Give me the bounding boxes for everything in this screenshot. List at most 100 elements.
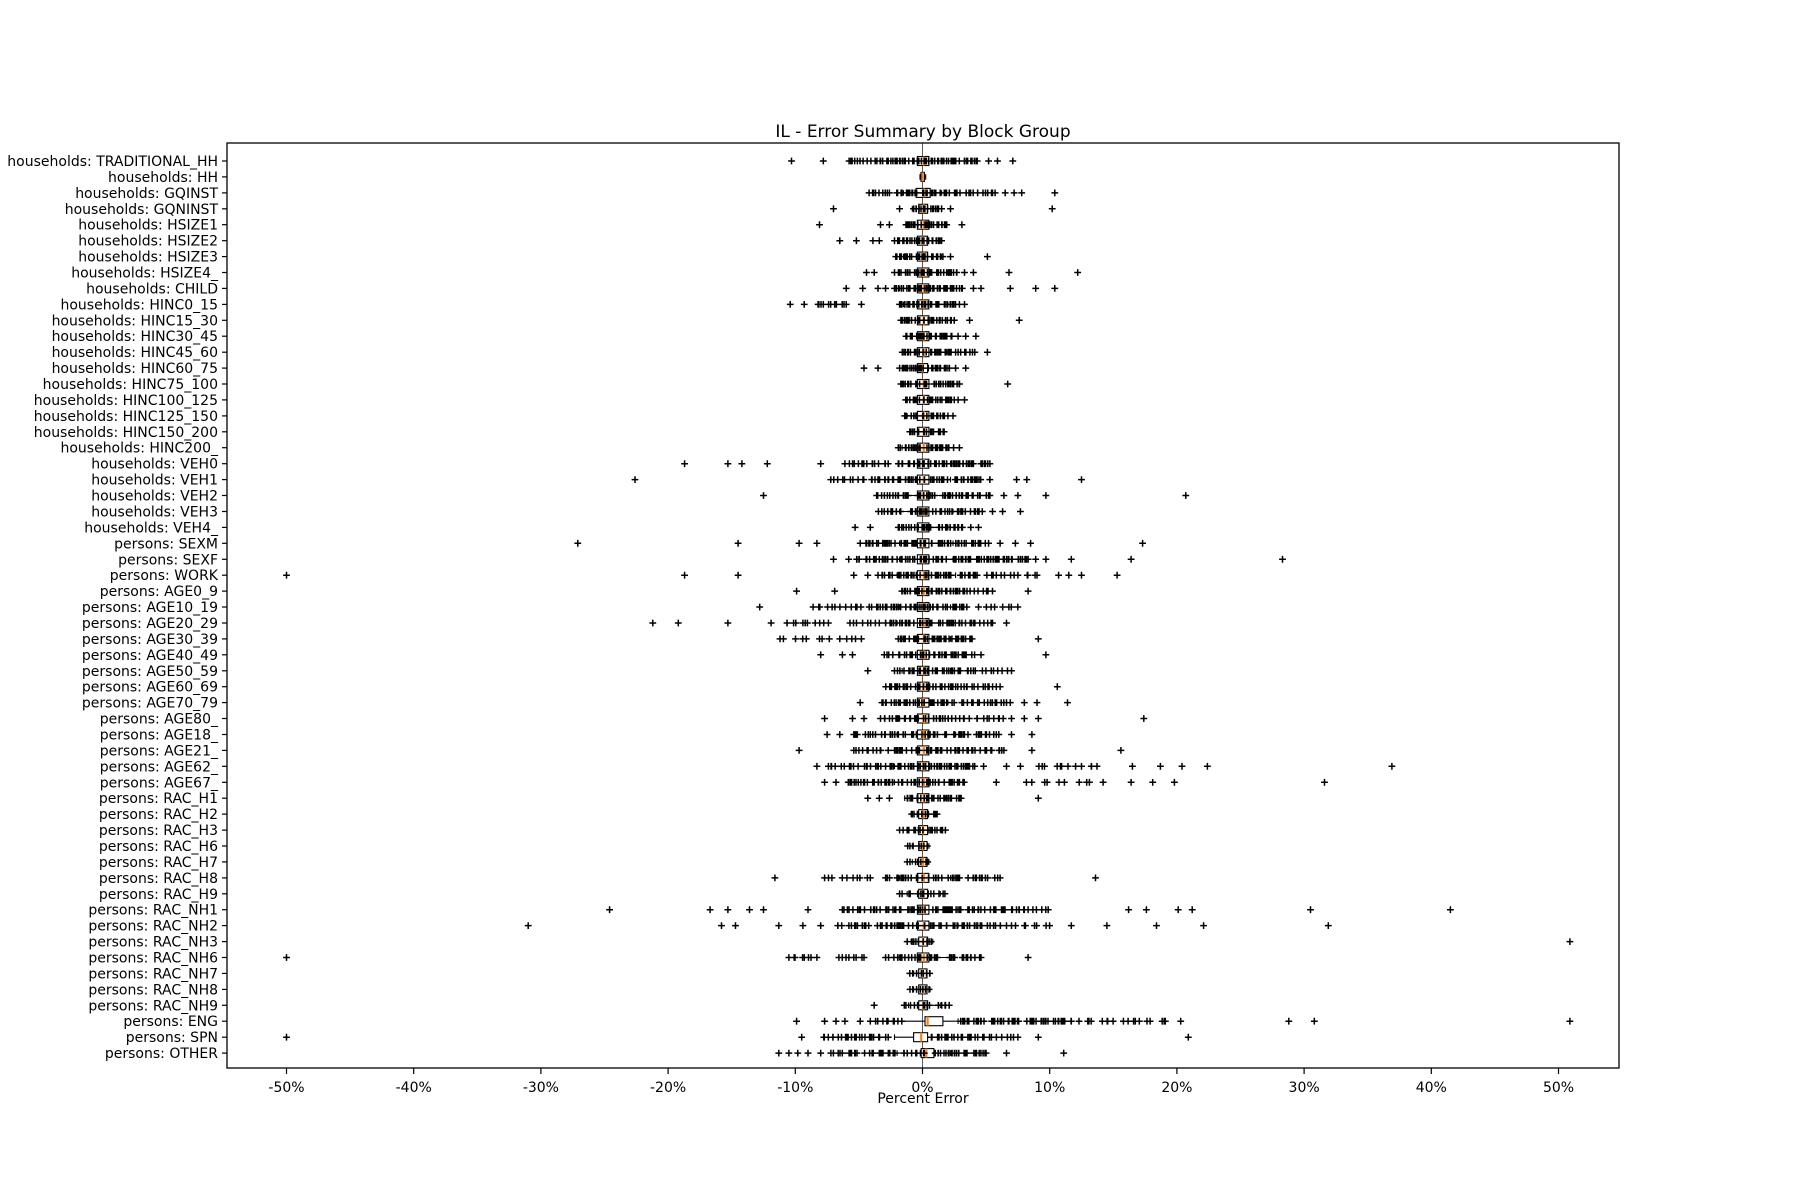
- flier-markers: [817, 651, 1050, 659]
- y-tick-label: households: VEH3: [91, 505, 218, 521]
- y-tick-label: persons: RAC_H7: [99, 855, 218, 871]
- flier-markers: [875, 508, 1024, 515]
- y-tick-label: persons: RAC_NH9: [88, 998, 218, 1014]
- flier-markers: [830, 555, 1286, 563]
- flier-markers: [793, 1017, 1574, 1025]
- flier-markers: [903, 938, 1574, 945]
- x-tick-label: -10%: [777, 1080, 813, 1096]
- flier-markers: [902, 332, 980, 340]
- whisker: [887, 1018, 959, 1024]
- y-tick-label: persons: AGE10_19: [82, 600, 218, 616]
- y-tick-label: persons: AGE21_: [100, 743, 219, 759]
- y-tick-label: persons: AGE67_: [100, 775, 219, 791]
- y-tick-label: households: CHILD: [86, 281, 218, 297]
- y-tick-label: persons: AGE20_29: [82, 616, 218, 632]
- flier-markers: [816, 221, 966, 229]
- x-tick-label: 30%: [1289, 1080, 1320, 1096]
- x-tick-label: -30%: [523, 1080, 559, 1096]
- y-tick-label: households: HINC125_150: [34, 409, 218, 425]
- y-tick-label: persons: RAC_NH1: [88, 903, 218, 919]
- y-tick-label: households: GQNINST: [65, 202, 219, 218]
- flier-markers: [681, 460, 994, 468]
- flier-markers: [842, 285, 1059, 292]
- y-tick-label: households: HINC60_75: [52, 361, 218, 377]
- flier-markers: [865, 189, 1059, 197]
- flier-markers: [906, 428, 948, 436]
- y-tick-label: households: HSIZE3: [78, 250, 218, 266]
- flier-markers: [283, 571, 1121, 579]
- flier-markers: [894, 444, 963, 452]
- y-tick-label: persons: AGE70_79: [82, 696, 218, 712]
- y-tick-label: persons: AGE50_59: [82, 664, 218, 680]
- y-tick-label: households: VEH0: [91, 457, 218, 473]
- flier-markers: [788, 157, 1017, 165]
- flier-markers: [795, 747, 1125, 754]
- x-axis-title: Percent Error: [877, 1091, 968, 1107]
- flier-markers: [776, 635, 1042, 643]
- box: [924, 1016, 944, 1027]
- y-tick-label: households: HINC150_200: [34, 425, 218, 441]
- y-tick-label: persons: ENG: [123, 1014, 218, 1030]
- y-tick-label: persons: AGE62_: [100, 759, 219, 775]
- flier-markers: [882, 683, 1061, 691]
- x-tick-label: -50%: [268, 1080, 304, 1096]
- y-tick-label: persons: SEXF: [118, 552, 218, 568]
- y-tick-label: households: HINC45_60: [52, 345, 218, 361]
- y-tick-label: households: HSIZE4_: [71, 266, 219, 282]
- chart-title: IL - Error Summary by Block Group: [775, 122, 1070, 142]
- y-tick-label: households: VEH1: [91, 473, 218, 489]
- flier-markers: [813, 762, 1396, 770]
- y-tick-label: households: HINC15_30: [52, 313, 218, 329]
- y-tick-label: persons: RAC_NH3: [88, 935, 218, 951]
- x-tick-label: 10%: [1034, 1080, 1065, 1096]
- y-tick-label: persons: OTHER: [105, 1046, 218, 1062]
- flier-markers: [823, 731, 1036, 738]
- y-tick-label: persons: SEXM: [114, 536, 218, 552]
- y-tick-label: households: HINC30_45: [52, 329, 218, 345]
- flier-markers: [898, 348, 991, 356]
- flier-markers: [760, 492, 1190, 499]
- flier-markers: [649, 619, 1010, 627]
- y-tick-label: persons: RAC_H8: [99, 871, 218, 887]
- flier-markers: [906, 986, 933, 993]
- y-tick-label: persons: AGE0_9: [100, 584, 218, 600]
- y-tick-label: households: HINC75_100: [43, 377, 218, 393]
- y-tick-label: persons: AGE30_39: [82, 632, 218, 648]
- flier-markers: [864, 794, 1042, 802]
- flier-markers: [283, 954, 1032, 961]
- y-tick-label: households: HSIZE1: [78, 218, 218, 234]
- y-tick-label: persons: RAC_H1: [99, 791, 218, 807]
- y-tick-label: persons: RAC_NH6: [88, 951, 218, 967]
- flier-markers: [870, 1001, 953, 1009]
- flier-markers: [793, 587, 1032, 595]
- y-tick-label: persons: AGE60_69: [82, 680, 218, 696]
- flier-markers: [606, 906, 1454, 914]
- flier-markers: [902, 396, 968, 404]
- y-tick-label: persons: RAC_NH2: [88, 919, 218, 935]
- y-tick-label: households: HSIZE2: [78, 234, 218, 250]
- y-tick-label: persons: RAC_NH8: [88, 982, 218, 998]
- y-tick-label: households: HINC200_: [60, 441, 219, 457]
- y-tick-label: households: VEH2: [91, 489, 218, 505]
- flier-markers: [856, 699, 1071, 706]
- y-tick-label: persons: AGE40_49: [82, 648, 218, 664]
- flier-markers: [864, 667, 1015, 675]
- y-tick-label: persons: RAC_H6: [99, 839, 218, 855]
- x-tick-label: -40%: [396, 1080, 432, 1096]
- flier-markers: [524, 922, 1332, 929]
- y-tick-label: persons: RAC_H2: [99, 807, 218, 823]
- y-tick-label: persons: AGE80_: [100, 712, 219, 728]
- x-tick-label: 0%: [911, 1080, 933, 1096]
- flier-markers: [574, 539, 1146, 547]
- x-tick-label: -20%: [650, 1080, 686, 1096]
- flier-markers: [821, 715, 1148, 722]
- flier-markers: [904, 842, 931, 850]
- flier-markers: [821, 778, 1328, 786]
- y-tick-label: households: VEH4_: [84, 520, 219, 536]
- flier-markers: [860, 364, 970, 372]
- y-tick-label: households: HH: [108, 170, 218, 186]
- flier-markers: [897, 380, 1012, 388]
- y-tick-label: households: GQINST: [75, 186, 218, 202]
